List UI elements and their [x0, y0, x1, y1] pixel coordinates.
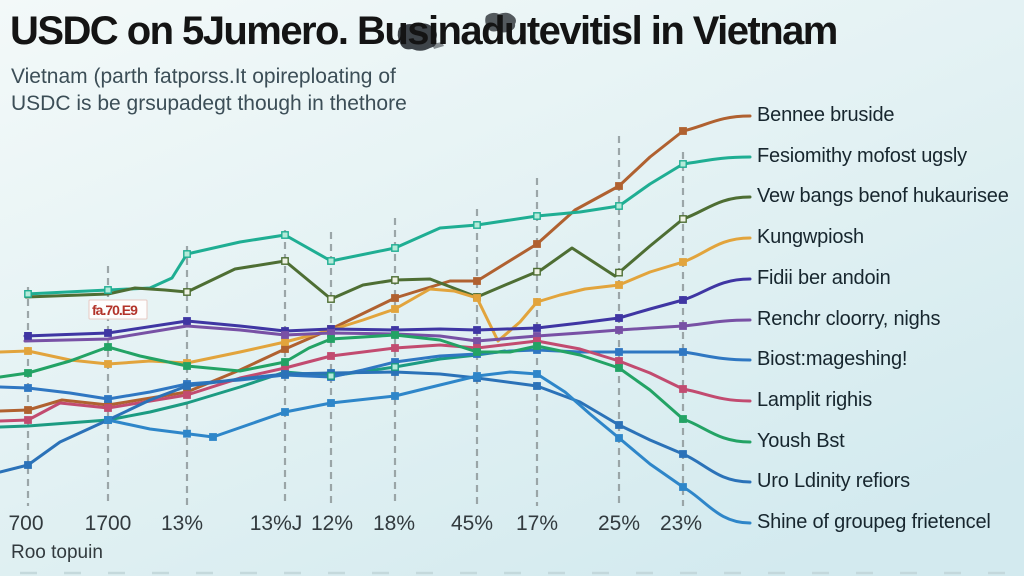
- svg-text:fa.70.E9: fa.70.E9: [92, 302, 138, 318]
